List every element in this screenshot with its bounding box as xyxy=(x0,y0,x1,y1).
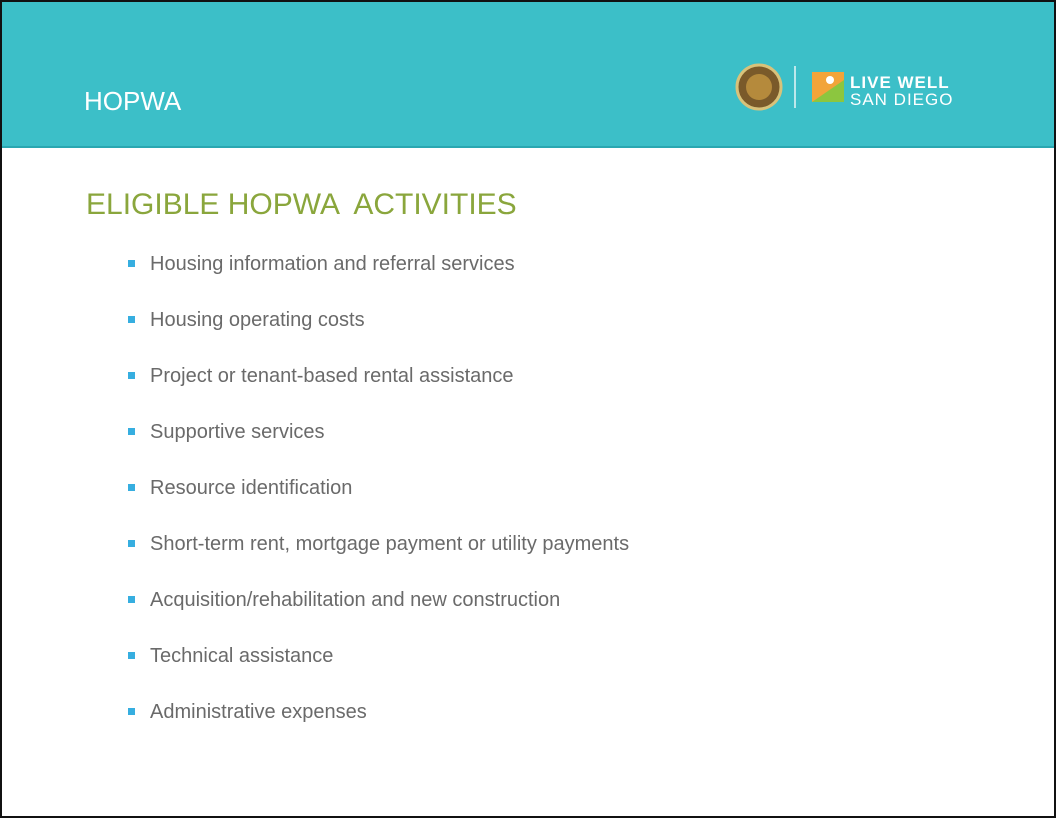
bullet-text: Housing operating costs xyxy=(150,309,365,331)
bullet-item: Acquisition/rehabilitation and new const… xyxy=(128,586,629,642)
bullet-text: Short-term rent, mortgage payment or uti… xyxy=(150,533,630,555)
bullet xyxy=(128,652,135,659)
bullet-text: Project or tenant-based rental assistanc… xyxy=(150,365,514,387)
heading: ELIGIBLE HOPWA ACTIVITIES xyxy=(86,188,517,221)
bullet-item: Housing information and referral service… xyxy=(128,250,629,306)
bullet-item: Housing operating costs xyxy=(128,306,629,362)
bullet-item: Administrative expenses xyxy=(128,698,629,754)
bullet-text: Administrative expenses xyxy=(150,701,367,723)
logo-text: SAN DIEGO xyxy=(850,90,953,109)
bullet xyxy=(128,540,135,547)
bullet-text: Technical assistance xyxy=(150,645,334,667)
seal-inner xyxy=(746,74,772,100)
bullet-item: Technical assistance xyxy=(128,642,629,698)
logo-text: LIVE WELL xyxy=(850,73,950,92)
bullet-item: Supportive services xyxy=(128,418,629,474)
header-title: HOPWA xyxy=(84,86,182,116)
bullet xyxy=(128,596,135,603)
bullet-item: Project or tenant-based rental assistanc… xyxy=(128,362,629,418)
bullet-text: Housing information and referral service… xyxy=(150,253,515,275)
bullet xyxy=(128,372,135,379)
bullet-text: Supportive services xyxy=(150,421,325,443)
bullet-text: Resource identification xyxy=(150,477,353,499)
header-band: HOPWA LIVE WELL SAN DIEGO xyxy=(2,2,1054,148)
bullet-list: Housing information and referral service… xyxy=(128,250,629,754)
lws-icon-green xyxy=(812,80,844,102)
bullet xyxy=(128,428,135,435)
bullet-item: Resource identification xyxy=(128,474,629,530)
bullet xyxy=(128,316,135,323)
lws-icon-figure xyxy=(826,76,834,84)
bullet xyxy=(128,260,135,267)
bullet xyxy=(128,708,135,715)
logo: LIVE WELL SAN DIEGO xyxy=(735,63,953,111)
bullet-item: Short-term rent, mortgage payment or uti… xyxy=(128,530,629,586)
bullet xyxy=(128,484,135,491)
bullet-text: Acquisition/rehabilitation and new const… xyxy=(150,589,561,611)
